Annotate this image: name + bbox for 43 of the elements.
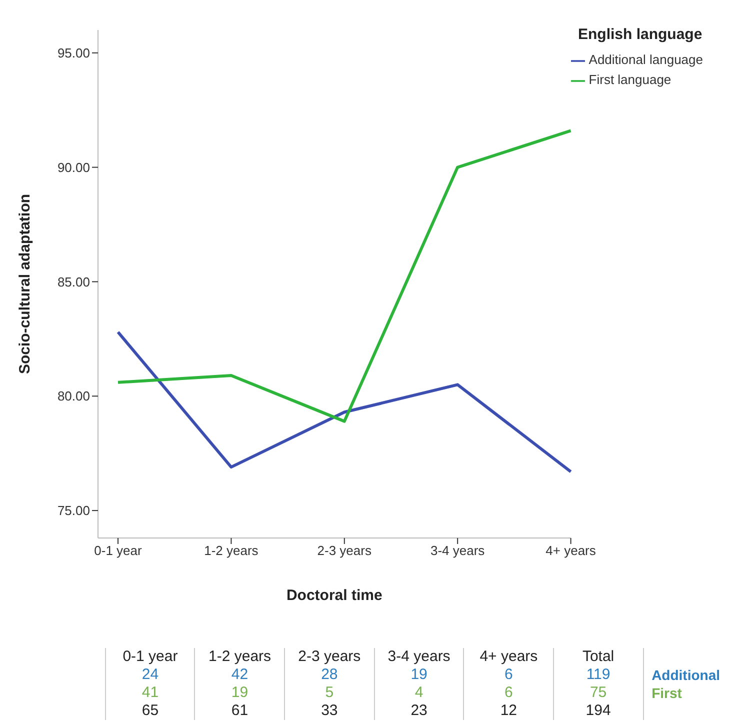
x-tick-label: 1-2 years [204,543,259,558]
legend-label: Additional language [588,52,703,67]
line-series [116,330,572,474]
category-label: 1-2 years [194,648,285,666]
data-label: 19 [194,684,285,702]
data-label: 33 [284,702,374,720]
y-axis-title: Socio-cultural adaptation [16,194,34,374]
legend-label: Additional [643,666,721,684]
y-tick-label: 75.00 [57,503,90,518]
y-tick-label: 90.00 [57,160,90,175]
x-axis-title: Doctoral time [286,587,382,604]
category-label: 3-4 years [374,648,464,666]
x-tick-label: 4+ years [546,543,596,558]
data-label: 119 [554,666,644,684]
line-series [116,129,572,423]
category-label: 4+ years [464,648,554,666]
y-tick-label: 85.00 [57,274,90,290]
data-label: 4 [374,684,464,702]
x-tick-label: 2-3 years [317,543,372,558]
y-tick-label: 95.00 [57,46,90,60]
legend-label: First language [588,72,672,87]
data-label: 19 [374,666,464,684]
data-label: 28 [284,666,374,684]
data-label: 6 [464,684,554,702]
data-label: 6 [464,666,554,684]
category-label: Total [554,648,644,666]
data-label: 75 [554,684,644,702]
x-tick-label: 0-1 year [94,543,143,558]
data-label: 194 [554,702,644,720]
data-label: 5 [284,684,374,702]
y-tick-label: 80.00 [57,388,90,404]
category-label: 2-3 years [284,648,374,666]
legend-title: English language [578,26,702,43]
category-label: 0-1 year [106,648,195,666]
data-label: 12 [464,702,554,720]
data-label: 41 [106,684,195,702]
data-label: 65 [106,702,195,720]
data-label: 42 [194,666,285,684]
data-label: 23 [374,702,464,720]
data-label: 24 [106,666,195,684]
data-label: 61 [194,702,285,720]
legend-label: First [643,684,721,702]
x-tick-label: 3-4 years [430,543,486,558]
